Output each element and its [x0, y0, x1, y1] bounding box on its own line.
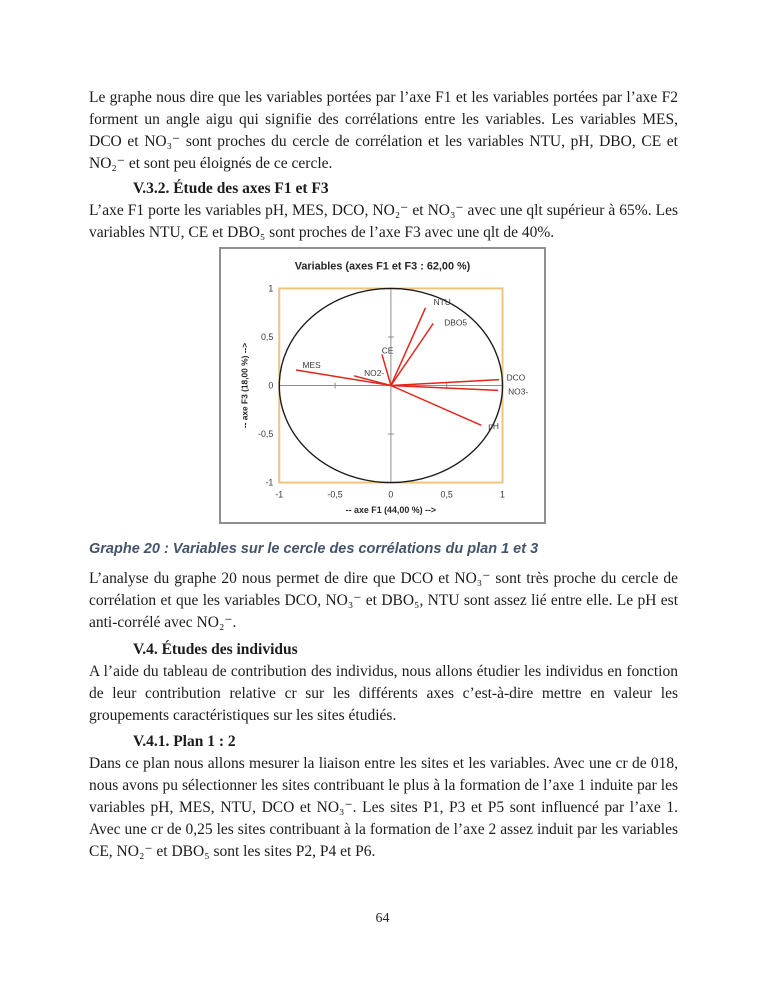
x-tick-label: 0 [388, 489, 393, 499]
vector-ntu [390, 307, 427, 386]
vector-ph [390, 384, 482, 426]
vector-label-no2: NO2- [364, 368, 384, 378]
x-tick-label: 0,5 [441, 489, 453, 499]
paragraph-analyse-graphe20: L’analyse du graphe 20 nous permet de di… [89, 570, 678, 631]
y-tick-label: 0,5 [261, 332, 273, 342]
vector-label-ce: CE [382, 346, 394, 356]
page-number: 64 [375, 911, 390, 926]
vector-ce [381, 354, 392, 386]
x-tick-label: -1 [275, 489, 283, 499]
y-tick-label: 0 [268, 380, 273, 390]
y-axis-title: -- axe F3 (18,00 %) --> [240, 343, 250, 428]
y-tick-label: -0,5 [258, 429, 273, 439]
vector-label-dbo5: DBO5 [444, 317, 467, 327]
paragraph-etude-individus: A l’aide du tableau de contribution des … [89, 663, 678, 724]
heading-v32: V.3.2. Étude des axes F1 et F3 [133, 180, 329, 197]
vector-no3 [390, 384, 499, 392]
y-tick-label: 1 [268, 283, 273, 293]
figure-caption: Graphe 20 : Variables sur le cercle des … [89, 541, 539, 557]
correlation-circle [278, 287, 504, 484]
correlation-circle-svg: Variables (axes F1 et F3 : 62,00 %) MES NO… [240, 261, 529, 515]
heading-v41: V.4.1. Plan 1 : 2 [133, 733, 236, 750]
vector-no2 [353, 375, 392, 387]
correlation-circle-chart: Variables (axes F1 et F3 : 62,00 %) MES NO… [219, 247, 546, 524]
vector-dco [390, 378, 500, 387]
x-axis-title: -- axe F1 (44,00 %) --> [346, 505, 436, 515]
y-tick-label: -1 [265, 478, 273, 488]
paragraph-plan-1-2: Dans ce plan nous allons mesurer la liai… [89, 755, 678, 860]
x-tick-label: -0,5 [327, 489, 342, 499]
vector-label-ntu: NTU [434, 297, 451, 307]
vector-mes [295, 369, 392, 387]
vector-label-ph: pH [488, 421, 499, 431]
x-tick-label: 1 [500, 489, 505, 499]
vector-label-dco: DCO [507, 373, 526, 383]
chart-title: Variables (axes F1 et F3 : 62,00 %) [295, 261, 471, 273]
heading-v4: V.4. Études des individus [133, 641, 298, 658]
paragraph-intro-f1-f2: Le graphe nous dire que les variables po… [89, 89, 678, 172]
vector-label-no3: NO3- [508, 386, 528, 396]
vector-label-mes: MES [303, 360, 322, 370]
paragraph-axes-f1-f3: L’axe F1 porte les variables pH, MES, DC… [89, 202, 678, 241]
vector-dbo5 [390, 322, 434, 386]
